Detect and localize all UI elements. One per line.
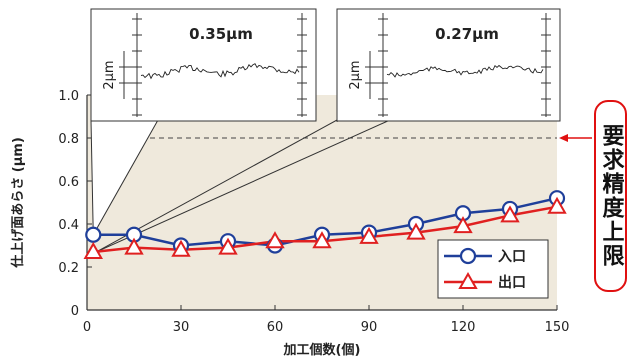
- series-2-point: [124, 237, 144, 255]
- series-2-point: [547, 196, 567, 214]
- x-axis-label: 加工個数(個): [283, 342, 361, 358]
- series-2-point: [406, 222, 426, 240]
- legend-box: [437, 239, 549, 299]
- series-2-point: [218, 237, 238, 255]
- x-tick-label: 30: [173, 320, 190, 335]
- y-tick-label: 0.8: [58, 132, 79, 147]
- legend-label-1: 入口: [498, 249, 526, 265]
- y-tick-label: 0.4: [58, 218, 79, 233]
- inset-scale-label: 2μm: [348, 60, 363, 89]
- inset-scale-label: 2μm: [102, 60, 117, 89]
- surface-profile-trace: [140, 63, 300, 80]
- profile-inset-2: 2μm 0.27μm: [336, 8, 561, 122]
- x-tick-label: 120: [451, 320, 476, 335]
- series-2-point: [265, 231, 285, 249]
- inset-title: 0.27μm: [435, 25, 499, 43]
- series-2-point: [453, 216, 473, 234]
- series-2-point: [171, 239, 191, 257]
- legend-marker-2: [458, 271, 478, 289]
- inset-frame: [90, 8, 317, 122]
- requirement-arrow-head: [559, 134, 568, 142]
- series-2-point: [500, 205, 520, 223]
- series-2-point: [312, 231, 332, 249]
- x-tick-label: 60: [267, 320, 284, 335]
- x-tick-label: 150: [545, 320, 570, 335]
- inset-title: 0.35μm: [189, 25, 253, 43]
- series-2-point: [83, 241, 103, 259]
- inset-callout-2b: [96, 119, 391, 253]
- inset-frame: [336, 8, 561, 122]
- y-axis-label: 仕上げ面あらさ (μm): [10, 137, 26, 269]
- surface-profile-trace: [386, 64, 544, 78]
- y-tick-label: 1.0: [58, 89, 79, 104]
- y-tick-label: 0.2: [58, 261, 79, 276]
- y-tick-label: 0.6: [58, 175, 79, 190]
- series-1-point: [85, 226, 102, 243]
- series-2-point: [359, 226, 379, 244]
- profile-inset-1: 2μm 0.35μm: [90, 8, 317, 122]
- legend-marker-1: [459, 247, 477, 265]
- x-tick-label: 90: [361, 320, 378, 335]
- requirement-label: 要求精度上限: [594, 100, 627, 292]
- legend-label-2: 出口: [498, 274, 526, 291]
- x-tick-label: 0: [83, 320, 91, 335]
- y-tick-label: 0: [71, 304, 79, 319]
